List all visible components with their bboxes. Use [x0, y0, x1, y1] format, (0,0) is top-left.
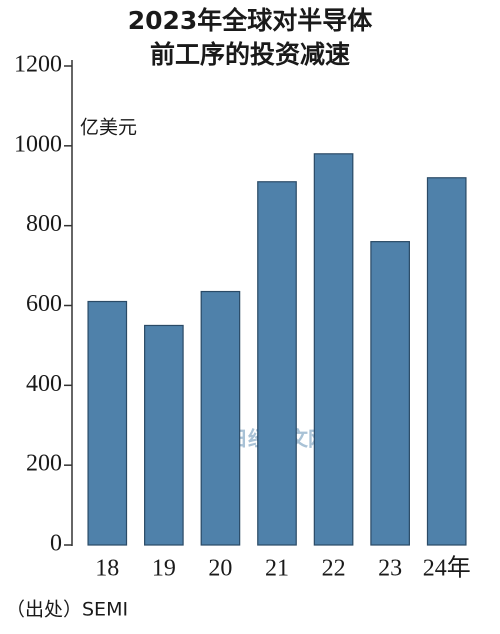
- y-tick-label: 400: [26, 371, 62, 397]
- bar: [144, 324, 184, 546]
- bar: [426, 177, 467, 546]
- x-tick-label: 20: [208, 556, 232, 582]
- y-tick-label: 1000: [14, 131, 62, 157]
- x-tick-label: 19: [152, 556, 176, 582]
- bar: [313, 153, 354, 546]
- x-tick-label: 22: [322, 556, 346, 582]
- y-tick-label: 800: [26, 211, 62, 237]
- chart-title: 2023年全球对半导体: [128, 6, 374, 35]
- x-tick-label: 24年: [423, 555, 471, 582]
- chart-title: 前工序的投资减速: [150, 40, 350, 69]
- x-tick-label: 18: [95, 556, 119, 582]
- y-tick-label: 200: [26, 451, 62, 477]
- bar: [370, 241, 410, 546]
- bar: [200, 290, 241, 546]
- x-tick-label: 21: [265, 556, 289, 582]
- y-tick-label: 600: [26, 291, 62, 317]
- x-tick-label: 23: [378, 556, 402, 582]
- source: （出处）SEMI: [6, 599, 128, 621]
- y-tick-label: 1200: [14, 52, 62, 78]
- y-unit: 亿美元: [80, 117, 137, 139]
- bar: [87, 300, 128, 546]
- y-tick-label: 0: [50, 531, 62, 557]
- bar: [257, 181, 297, 546]
